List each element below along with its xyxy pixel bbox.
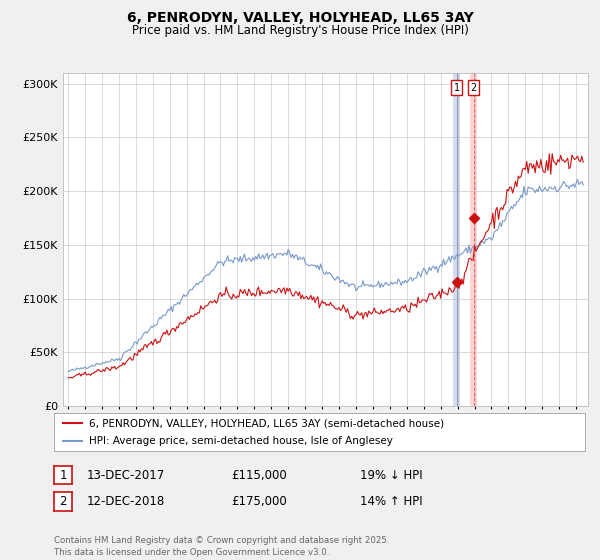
- Text: 6, PENRODYN, VALLEY, HOLYHEAD, LL65 3AY: 6, PENRODYN, VALLEY, HOLYHEAD, LL65 3AY: [127, 11, 473, 25]
- Text: HPI: Average price, semi-detached house, Isle of Anglesey: HPI: Average price, semi-detached house,…: [89, 436, 392, 446]
- Text: Contains HM Land Registry data © Crown copyright and database right 2025.
This d: Contains HM Land Registry data © Crown c…: [54, 536, 389, 557]
- Text: 12-DEC-2018: 12-DEC-2018: [87, 495, 165, 508]
- Text: 6, PENRODYN, VALLEY, HOLYHEAD, LL65 3AY (semi-detached house): 6, PENRODYN, VALLEY, HOLYHEAD, LL65 3AY …: [89, 418, 443, 428]
- Text: 1: 1: [59, 469, 67, 482]
- Text: 1: 1: [454, 83, 460, 93]
- Text: Price paid vs. HM Land Registry's House Price Index (HPI): Price paid vs. HM Land Registry's House …: [131, 24, 469, 36]
- Text: 2: 2: [59, 495, 67, 508]
- Bar: [454, 73, 460, 406]
- Text: 13-DEC-2017: 13-DEC-2017: [87, 469, 165, 482]
- Text: 19% ↓ HPI: 19% ↓ HPI: [360, 469, 422, 482]
- Bar: [470, 73, 477, 406]
- Text: 2: 2: [470, 83, 477, 93]
- Text: £115,000: £115,000: [231, 469, 287, 482]
- Text: £175,000: £175,000: [231, 495, 287, 508]
- Text: 14% ↑ HPI: 14% ↑ HPI: [360, 495, 422, 508]
